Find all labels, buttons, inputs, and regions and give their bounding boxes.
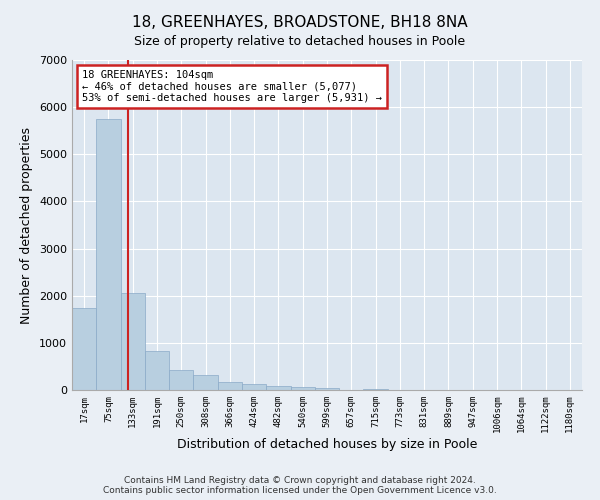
Text: Size of property relative to detached houses in Poole: Size of property relative to detached ho… — [134, 35, 466, 48]
Bar — [193, 375, 218, 390]
Bar — [290, 388, 315, 390]
Bar — [266, 386, 290, 390]
Bar — [72, 308, 96, 390]
Text: 18 GREENHAYES: 104sqm
← 46% of detached houses are smaller (5,077)
53% of semi-d: 18 GREENHAYES: 104sqm ← 46% of detached … — [82, 70, 382, 103]
Bar — [96, 119, 121, 390]
Bar — [315, 388, 339, 390]
Bar — [145, 351, 169, 390]
Bar — [121, 294, 145, 390]
Text: 18, GREENHAYES, BROADSTONE, BH18 8NA: 18, GREENHAYES, BROADSTONE, BH18 8NA — [132, 15, 468, 30]
Bar — [364, 389, 388, 390]
Bar — [169, 370, 193, 390]
Text: Contains HM Land Registry data © Crown copyright and database right 2024.
Contai: Contains HM Land Registry data © Crown c… — [103, 476, 497, 495]
Bar — [218, 382, 242, 390]
Y-axis label: Number of detached properties: Number of detached properties — [20, 126, 34, 324]
X-axis label: Distribution of detached houses by size in Poole: Distribution of detached houses by size … — [177, 438, 477, 451]
Bar — [242, 384, 266, 390]
